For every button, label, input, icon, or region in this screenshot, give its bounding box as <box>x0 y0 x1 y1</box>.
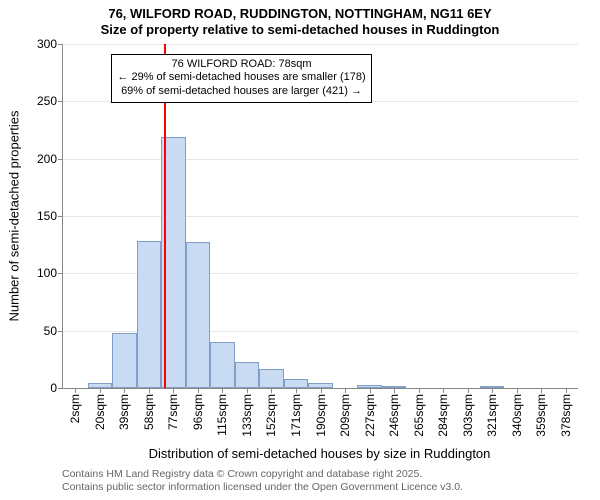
xtick-mark <box>222 388 223 393</box>
xtick-label: 96sqm <box>191 394 205 430</box>
xtick-label: 321sqm <box>485 394 499 437</box>
y-axis-title: Number of semi-detached properties <box>7 111 22 322</box>
histogram-bar <box>284 379 309 388</box>
ytick-label: 100 <box>37 266 63 280</box>
ytick-label: 0 <box>50 381 63 395</box>
annotation-line: ← 29% of semi-detached houses are smalle… <box>117 71 365 85</box>
xtick-mark <box>198 388 199 393</box>
xtick-label: 133sqm <box>240 394 254 437</box>
annotation-line: 76 WILFORD ROAD: 78sqm <box>117 58 365 72</box>
xtick-mark <box>517 388 518 393</box>
annotation-line: 69% of semi-detached houses are larger (… <box>117 85 365 99</box>
xtick-label: 359sqm <box>534 394 548 437</box>
xtick-label: 115sqm <box>215 394 229 436</box>
xtick-mark <box>124 388 125 393</box>
gridline-h <box>63 216 578 217</box>
xtick-mark <box>173 388 174 393</box>
histogram-bar <box>88 383 113 388</box>
xtick-mark <box>394 388 395 393</box>
xtick-label: 209sqm <box>338 394 352 437</box>
xtick-mark <box>247 388 248 393</box>
histogram-bar <box>210 342 235 388</box>
title-line-1: 76, WILFORD ROAD, RUDDINGTON, NOTTINGHAM… <box>0 6 600 22</box>
xtick-mark <box>492 388 493 393</box>
title-block: 76, WILFORD ROAD, RUDDINGTON, NOTTINGHAM… <box>0 0 600 39</box>
x-axis-title: Distribution of semi-detached houses by … <box>62 446 577 461</box>
title-line-2: Size of property relative to semi-detach… <box>0 22 600 38</box>
plot-area: 0501001502002503002sqm20sqm39sqm58sqm77s… <box>62 44 578 389</box>
xtick-mark <box>443 388 444 393</box>
xtick-label: 378sqm <box>559 394 573 437</box>
xtick-label: 246sqm <box>387 394 401 437</box>
xtick-label: 340sqm <box>510 394 524 437</box>
xtick-mark <box>149 388 150 393</box>
histogram-bar <box>235 362 260 388</box>
ytick-label: 200 <box>37 152 63 166</box>
xtick-label: 227sqm <box>363 394 377 437</box>
ytick-label: 250 <box>37 94 63 108</box>
xtick-mark <box>271 388 272 393</box>
xtick-label: 58sqm <box>142 394 156 430</box>
xtick-mark <box>345 388 346 393</box>
ytick-label: 150 <box>37 209 63 223</box>
xtick-label: 171sqm <box>289 394 303 437</box>
gridline-h <box>63 159 578 160</box>
histogram-bar <box>186 242 211 388</box>
histogram-bar <box>480 386 505 388</box>
xtick-label: 152sqm <box>264 394 278 437</box>
xtick-label: 303sqm <box>461 394 475 437</box>
xtick-label: 20sqm <box>93 394 107 430</box>
gridline-h <box>63 44 578 45</box>
xtick-label: 190sqm <box>314 394 328 437</box>
xtick-label: 2sqm <box>68 394 82 423</box>
xtick-mark <box>419 388 420 393</box>
xtick-label: 284sqm <box>436 394 450 437</box>
annotation-box: 76 WILFORD ROAD: 78sqm← 29% of semi-deta… <box>111 54 371 103</box>
xtick-label: 265sqm <box>412 394 426 437</box>
histogram-bar <box>357 385 382 388</box>
ytick-label: 300 <box>37 37 63 51</box>
footer-line-2: Contains public sector information licen… <box>62 481 463 494</box>
xtick-mark <box>370 388 371 393</box>
xtick-label: 39sqm <box>117 394 131 430</box>
xtick-mark <box>75 388 76 393</box>
histogram-bar <box>308 383 333 388</box>
xtick-mark <box>296 388 297 393</box>
xtick-mark <box>566 388 567 393</box>
xtick-label: 77sqm <box>166 394 180 430</box>
xtick-mark <box>100 388 101 393</box>
histogram-bar <box>259 369 284 388</box>
ytick-label: 50 <box>44 324 63 338</box>
footer-attribution: Contains HM Land Registry data © Crown c… <box>62 468 463 494</box>
footer-line-1: Contains HM Land Registry data © Crown c… <box>62 468 463 481</box>
xtick-mark <box>541 388 542 393</box>
xtick-mark <box>468 388 469 393</box>
histogram-bar <box>137 241 162 388</box>
histogram-bar <box>112 333 137 388</box>
histogram-bar <box>382 386 407 388</box>
xtick-mark <box>321 388 322 393</box>
chart-container: 76, WILFORD ROAD, RUDDINGTON, NOTTINGHAM… <box>0 0 600 500</box>
